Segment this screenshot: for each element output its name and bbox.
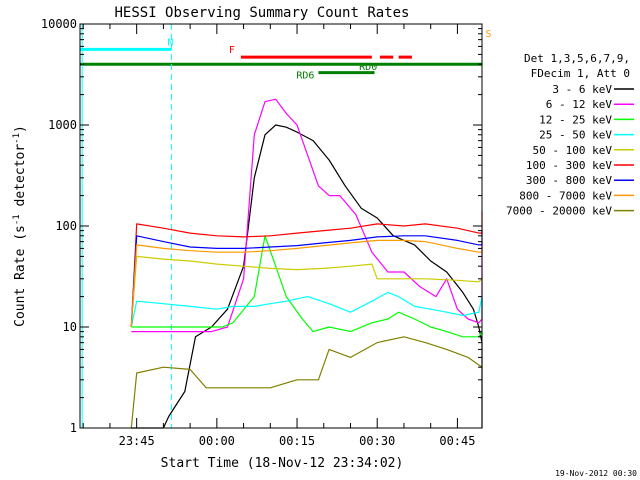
legend-header-line-2: FDecim 1, Att 0 [531, 67, 630, 80]
legend-label-7: 800 - 7000 keV [519, 189, 612, 202]
footer-date: 19-Nov-2012 00:30 [555, 469, 637, 478]
legend-label-3: 25 - 50 keV [539, 129, 612, 142]
x-tick-label: 23:45 [119, 434, 155, 448]
y-axis-label-sup2: -1 [12, 133, 22, 144]
flag-label-N: N [167, 37, 173, 48]
series-lines [130, 98, 483, 429]
legend-label-1: 6 - 12 keV [546, 98, 613, 111]
chart-title: HESSI Observing Summary Count Rates [114, 5, 409, 21]
legend-label-0: 3 - 6 keV [552, 83, 612, 96]
x-tick-label: 00:15 [279, 434, 315, 448]
flag-label-RD0: RD0 [359, 62, 377, 73]
legend-label-4: 50 - 100 keV [533, 144, 613, 157]
series-line-3 [130, 291, 483, 328]
flag-label-F: F [229, 45, 235, 56]
x-tick-label: 00:00 [199, 434, 235, 448]
y-axis-ticks: 1 10 100 1000 10000 [41, 17, 482, 435]
legend-header-line-1: Det 1,3,5,6,7,9, [524, 52, 630, 65]
series-line-1 [131, 98, 483, 333]
x-axis-ticks: 23:45 00:00 00:15 00:30 00:45 [82, 24, 475, 448]
x-tick-label: 00:30 [359, 434, 395, 448]
y-tick-label: 10 [63, 320, 77, 334]
series-line-5 [130, 211, 483, 328]
series-line-6 [130, 230, 483, 328]
event-lines [81, 24, 172, 428]
legend-label-6: 300 - 800 keV [526, 174, 612, 187]
y-tick-label: 100 [55, 219, 77, 233]
y-axis-label-mid: detector [13, 144, 28, 215]
flag-label-S: S [485, 29, 491, 40]
y-tick-label: 1000 [48, 118, 77, 132]
legend-label-2: 12 - 25 keV [539, 113, 612, 126]
x-tick-label: 00:45 [439, 434, 475, 448]
legend-label-5: 100 - 300 keV [526, 159, 612, 172]
series-line-2 [131, 235, 483, 338]
y-axis-label-sup1: -1 [12, 214, 22, 225]
flag-bars: N F S RD0 RD6 [80, 29, 492, 82]
x-axis-label: Start Time (18-Nov-12 23:34:02) [161, 456, 404, 471]
series-line-4 [130, 255, 483, 328]
series-line-7 [130, 239, 483, 328]
series-line-8 [130, 336, 483, 429]
plot-frame [79, 23, 483, 429]
series-line-0 [131, 124, 483, 429]
y-axis-label-end: ) [13, 125, 28, 133]
y-tick-label: 10000 [41, 17, 77, 31]
y-axis-label: Count Rate (s-1 detector-1) [12, 125, 28, 327]
legend: Det 1,3,5,6,7,9, FDecim 1, Att 0 3 - 6 k… [506, 52, 634, 218]
y-tick-label: 1 [70, 421, 77, 435]
flag-label-RD6: RD6 [296, 71, 314, 82]
legend-label-8: 7000 - 20000 keV [506, 205, 612, 218]
y-axis-label-main: Count Rate (s [13, 225, 28, 327]
